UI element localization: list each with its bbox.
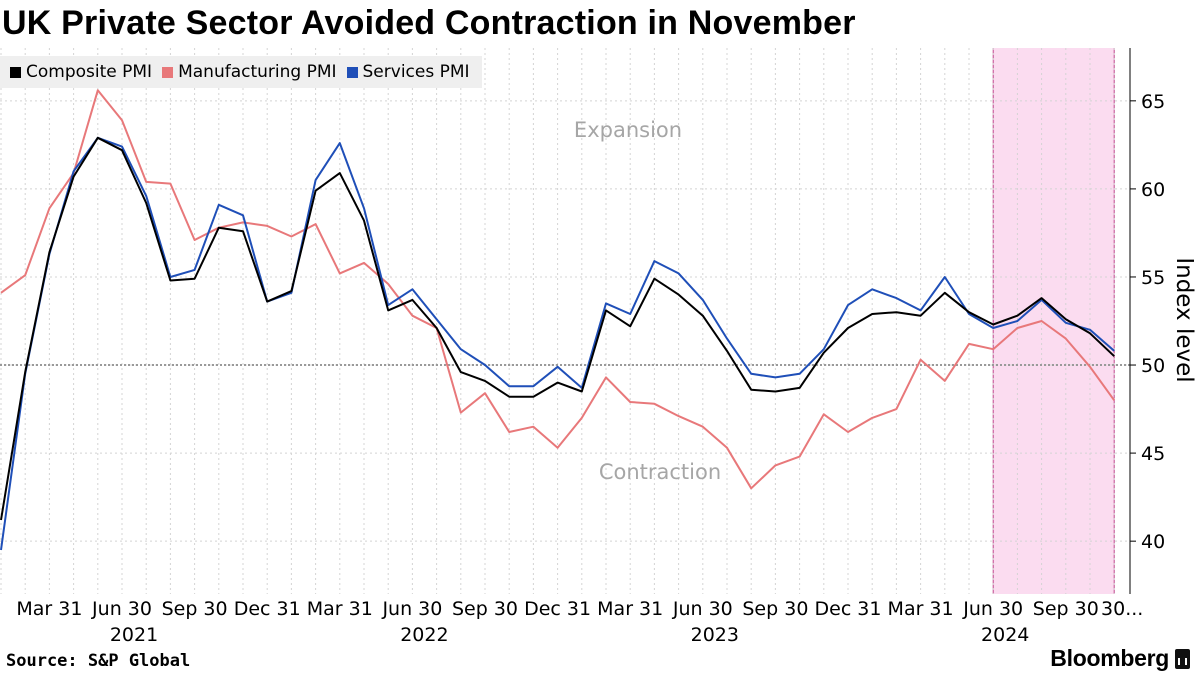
legend-swatch-composite [10, 66, 21, 78]
x-tick-label: Jun 30 [381, 598, 442, 620]
legend-item-composite: Composite PMI [10, 62, 152, 82]
x-tick-label: Jun 30 [962, 598, 1023, 620]
x-tick-label: Sep 30 [162, 598, 228, 620]
y-tick-label: 50 [1141, 355, 1165, 377]
brand-name: Bloomberg [1050, 645, 1169, 671]
legend-item-manufacturing: Manufacturing PMI [162, 62, 337, 82]
legend-label-services: Services PMI [362, 62, 470, 82]
terminal-icon [1175, 648, 1190, 669]
x-year-label: 2023 [691, 624, 739, 646]
series-line-manufacturing [0, 89, 1116, 490]
annotation-expansion: Expansion [574, 118, 682, 142]
x-tick-label: Dec 31 [234, 598, 301, 620]
legend-item-services: Services PMI [346, 62, 470, 82]
x-tick-label: Mar 31 [16, 598, 82, 620]
highlight-region [993, 48, 1115, 594]
x-tick-label: Mar 31 [307, 598, 373, 620]
y-tick-label: 55 [1141, 267, 1165, 289]
x-tick-label: Sep 30 [452, 598, 518, 620]
brand-logo: Bloomberg [1050, 645, 1190, 672]
legend-label-manufacturing: Manufacturing PMI [178, 62, 337, 82]
x-tick-label: Mar 31 [888, 598, 954, 620]
x-tick-label: 30... [1101, 598, 1143, 620]
source-note: Source: S&P Global [6, 651, 191, 671]
legend: Composite PMI Manufacturing PMI Services… [0, 56, 482, 88]
x-tick-label: Mar 31 [597, 598, 663, 620]
x-year-label: 2022 [400, 624, 448, 646]
y-axis-title: Index level [1171, 257, 1197, 382]
x-year-label: 2021 [110, 624, 158, 646]
legend-label-composite: Composite PMI [26, 62, 153, 82]
x-tick-label: Jun 30 [672, 598, 733, 620]
legend-swatch-services [346, 66, 358, 78]
legend-swatch-manufacturing [162, 66, 174, 78]
y-tick-label: 60 [1141, 179, 1165, 201]
x-tick-label: Dec 31 [815, 598, 882, 620]
chart-title: UK Private Sector Avoided Contraction in… [2, 4, 856, 42]
series-line-composite [0, 136, 1115, 521]
series-line-services [0, 136, 1115, 551]
x-tick-label: Jun 30 [91, 598, 152, 620]
y-tick-label: 65 [1141, 91, 1165, 113]
y-tick-label: 45 [1141, 443, 1165, 465]
x-tick-label: Sep 30 [1033, 598, 1099, 620]
x-tick-label: Sep 30 [742, 598, 808, 620]
x-year-label: 2024 [981, 624, 1029, 646]
annotation-contraction: Contraction [599, 460, 721, 484]
y-tick-label: 40 [1141, 531, 1165, 553]
x-tick-label: Dec 31 [524, 598, 591, 620]
